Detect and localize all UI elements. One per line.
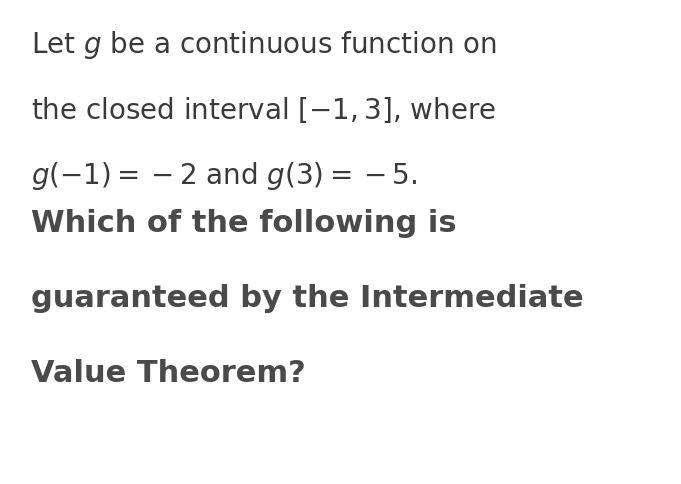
Text: Let $\mathit{g}$ be a continuous function on: Let $\mathit{g}$ be a continuous functio… xyxy=(31,29,496,61)
Text: Value Theorem?: Value Theorem? xyxy=(31,358,305,387)
Text: Which of the following is: Which of the following is xyxy=(31,208,456,237)
Text: guaranteed by the Intermediate: guaranteed by the Intermediate xyxy=(31,283,583,312)
Text: $\mathit{g}(-1) = -2$ and $\mathit{g}(3) = -5.$: $\mathit{g}(-1) = -2$ and $\mathit{g}(3)… xyxy=(31,160,417,192)
Text: the closed interval $[-1, 3]$, where: the closed interval $[-1, 3]$, where xyxy=(31,94,496,124)
